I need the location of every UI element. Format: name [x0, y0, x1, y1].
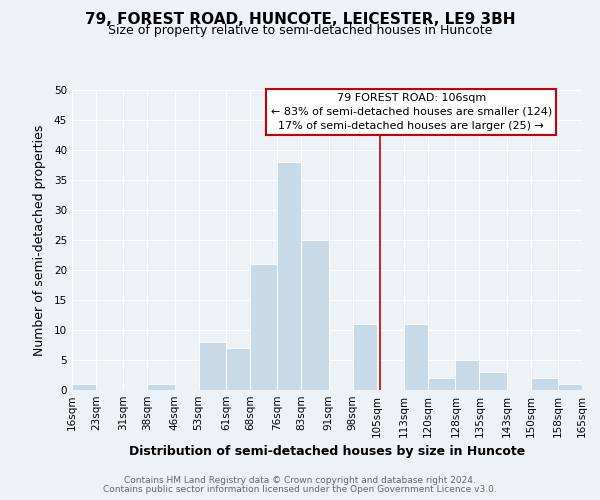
Bar: [226, 348, 250, 390]
Bar: [428, 378, 455, 390]
Y-axis label: Number of semi-detached properties: Number of semi-detached properties: [32, 124, 46, 356]
Bar: [72, 384, 96, 390]
Text: Contains HM Land Registry data © Crown copyright and database right 2024.: Contains HM Land Registry data © Crown c…: [124, 476, 476, 485]
Bar: [530, 378, 558, 390]
Bar: [301, 240, 329, 390]
Bar: [404, 324, 428, 390]
Text: 79 FOREST ROAD: 106sqm
← 83% of semi-detached houses are smaller (124)
17% of se: 79 FOREST ROAD: 106sqm ← 83% of semi-det…: [271, 93, 552, 131]
Bar: [582, 384, 600, 390]
Text: 79, FOREST ROAD, HUNCOTE, LEICESTER, LE9 3BH: 79, FOREST ROAD, HUNCOTE, LEICESTER, LE9…: [85, 12, 515, 28]
Bar: [558, 384, 582, 390]
Bar: [250, 264, 277, 390]
Bar: [199, 342, 226, 390]
Bar: [455, 360, 479, 390]
Bar: [148, 384, 175, 390]
Bar: [353, 324, 377, 390]
Text: Contains public sector information licensed under the Open Government Licence v3: Contains public sector information licen…: [103, 485, 497, 494]
X-axis label: Distribution of semi-detached houses by size in Huncote: Distribution of semi-detached houses by …: [129, 446, 525, 458]
Text: Size of property relative to semi-detached houses in Huncote: Size of property relative to semi-detach…: [108, 24, 492, 37]
Bar: [277, 162, 301, 390]
Bar: [479, 372, 506, 390]
